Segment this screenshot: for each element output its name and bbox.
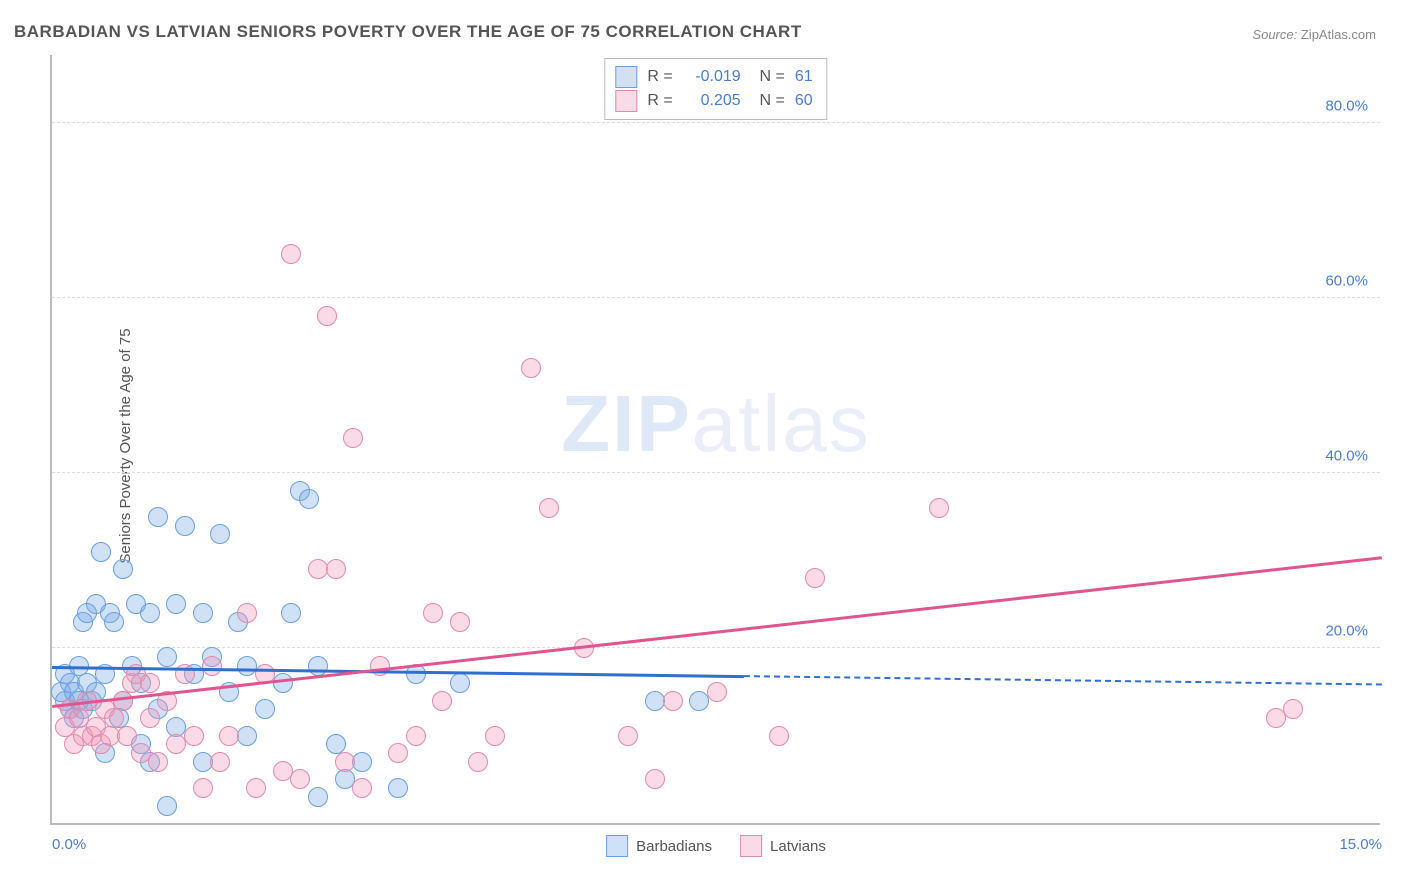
y-tick-label: 40.0% [1325, 448, 1368, 465]
stat-r-value: 0.205 [683, 89, 741, 113]
scatter-point [157, 796, 177, 816]
series-legend-item: Latvians [740, 835, 826, 857]
source-attribution: Source: ZipAtlas.com [1252, 27, 1376, 42]
scatter-point [299, 489, 319, 509]
series-name: Latvians [770, 838, 826, 855]
stats-legend-box: R = -0.019 N = 61R = 0.205 N = 60 [604, 58, 827, 120]
scatter-point [1283, 699, 1303, 719]
scatter-point [450, 612, 470, 632]
scatter-point [202, 656, 222, 676]
gridline-h [52, 297, 1380, 298]
stat-r-label: R = [647, 65, 672, 89]
scatter-point [140, 603, 160, 623]
scatter-point [388, 778, 408, 798]
scatter-point [326, 559, 346, 579]
scatter-point [148, 752, 168, 772]
scatter-point [140, 708, 160, 728]
scatter-point [246, 778, 266, 798]
scatter-point [352, 752, 372, 772]
x-tick-label: 15.0% [1339, 836, 1382, 853]
scatter-point [210, 524, 230, 544]
source-value: ZipAtlas.com [1301, 27, 1376, 42]
gridline-h [52, 122, 1380, 123]
scatter-point [805, 568, 825, 588]
scatter-point [210, 752, 230, 772]
scatter-point [769, 726, 789, 746]
scatter-point [219, 726, 239, 746]
y-tick-label: 60.0% [1325, 273, 1368, 290]
series-legend: Barbadians Latvians [606, 835, 826, 857]
gridline-h [52, 472, 1380, 473]
scatter-point [663, 691, 683, 711]
scatter-point [140, 673, 160, 693]
scatter-point [237, 603, 257, 623]
legend-swatch [606, 835, 628, 857]
stats-legend-row: R = -0.019 N = 61 [615, 65, 812, 89]
scatter-point [308, 787, 328, 807]
scatter-point [193, 778, 213, 798]
scatter-point [104, 708, 124, 728]
scatter-point [104, 612, 124, 632]
scatter-point [521, 358, 541, 378]
chart-plot-area: ZIPatlas R = -0.019 N = 61R = 0.205 N = … [50, 55, 1380, 825]
scatter-point [148, 507, 168, 527]
scatter-point [335, 752, 355, 772]
scatter-point [113, 559, 133, 579]
y-tick-label: 20.0% [1325, 623, 1368, 640]
scatter-point [255, 699, 275, 719]
stats-legend-row: R = 0.205 N = 60 [615, 89, 812, 113]
scatter-point [281, 244, 301, 264]
scatter-point [406, 726, 426, 746]
scatter-point [117, 726, 137, 746]
chart-title: BARBADIAN VS LATVIAN SENIORS POVERTY OVE… [14, 22, 802, 42]
stat-r-label: R = [647, 89, 672, 113]
series-name: Barbadians [636, 838, 712, 855]
stat-n-value: 60 [795, 89, 813, 113]
legend-swatch [615, 90, 637, 112]
scatter-point [432, 691, 452, 711]
scatter-point [468, 752, 488, 772]
scatter-point [929, 498, 949, 518]
scatter-point [281, 603, 301, 623]
scatter-point [539, 498, 559, 518]
scatter-point [388, 743, 408, 763]
scatter-point [237, 726, 257, 746]
stat-n-value: 61 [795, 65, 813, 89]
legend-swatch [615, 66, 637, 88]
scatter-point [707, 682, 727, 702]
scatter-point [184, 726, 204, 746]
gridline-h [52, 647, 1380, 648]
scatter-point [193, 603, 213, 623]
x-tick-label: 0.0% [52, 836, 86, 853]
scatter-point [645, 769, 665, 789]
scatter-point [157, 647, 177, 667]
scatter-point [352, 778, 372, 798]
scatter-point [166, 594, 186, 614]
scatter-point [175, 516, 195, 536]
series-legend-item: Barbadians [606, 835, 712, 857]
watermark: ZIPatlas [561, 378, 870, 470]
scatter-point [485, 726, 505, 746]
source-label: Source: [1252, 27, 1297, 42]
scatter-point [618, 726, 638, 746]
stat-n-label: N = [751, 89, 785, 113]
y-tick-label: 80.0% [1325, 98, 1368, 115]
watermark-bold: ZIP [561, 379, 691, 468]
scatter-point [290, 769, 310, 789]
watermark-light: atlas [692, 379, 871, 468]
scatter-point [423, 603, 443, 623]
stat-r-value: -0.019 [683, 65, 741, 89]
stat-n-label: N = [751, 65, 785, 89]
scatter-point [343, 428, 363, 448]
scatter-point [317, 306, 337, 326]
legend-swatch [740, 835, 762, 857]
scatter-point [91, 542, 111, 562]
scatter-point [450, 673, 470, 693]
